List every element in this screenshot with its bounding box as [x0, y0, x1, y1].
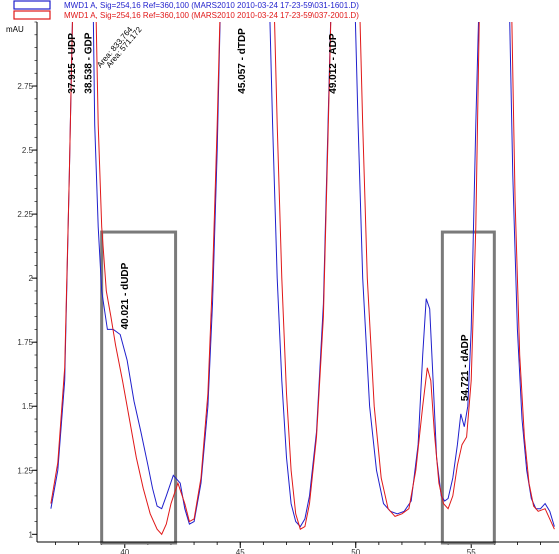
highlight-box-1	[100, 230, 178, 545]
highlight-boxes	[100, 230, 496, 545]
peak-label: 49.012 - ADP	[328, 33, 339, 94]
x-tick-label: 40	[120, 548, 129, 554]
y-tick-label: 1.25	[17, 466, 33, 475]
x-tick-label: 55	[467, 548, 476, 554]
series-line-blue	[50, 22, 555, 528]
legend-entry-blue: MWD1 A, Sig=254,16 Ref=360,100 (MARS2010…	[64, 1, 359, 10]
peak-label: 38.538 - GDP	[83, 32, 94, 93]
highlight-box-2	[440, 230, 496, 545]
peak-label: 37.915 - UDP	[67, 33, 78, 94]
legend-swatch-blue	[13, 0, 51, 10]
legend: MWD1 A, Sig=254,16 Ref=360,100 (MARS2010…	[13, 0, 359, 20]
y-axis-label: mAU	[6, 25, 24, 34]
y-tick-label: 1	[29, 530, 34, 539]
y-tick-label: 2.25	[17, 210, 33, 219]
peak-label: 45.057 - dTDP	[237, 28, 248, 94]
x-tick-label: 50	[351, 548, 360, 554]
y-tick-label: 1.75	[17, 338, 33, 347]
series-lines	[50, 22, 555, 536]
y-tick-label: 2.5	[22, 146, 34, 155]
legend-entry-red: MWD1 A, Sig=254,16 Ref=360,100 (MARS2010…	[64, 11, 359, 20]
peak-label: 40.021 - dUDP	[120, 262, 131, 329]
legend-swatch-red	[13, 10, 51, 20]
series-line-red	[50, 22, 555, 536]
y-tick-label: 1.5	[22, 402, 34, 411]
y-tick-label: 2.75	[17, 82, 33, 91]
x-tick-label: 45	[236, 548, 245, 554]
y-tick-label: 2	[29, 274, 34, 283]
peak-label: 54.721 - dADP	[460, 334, 471, 401]
